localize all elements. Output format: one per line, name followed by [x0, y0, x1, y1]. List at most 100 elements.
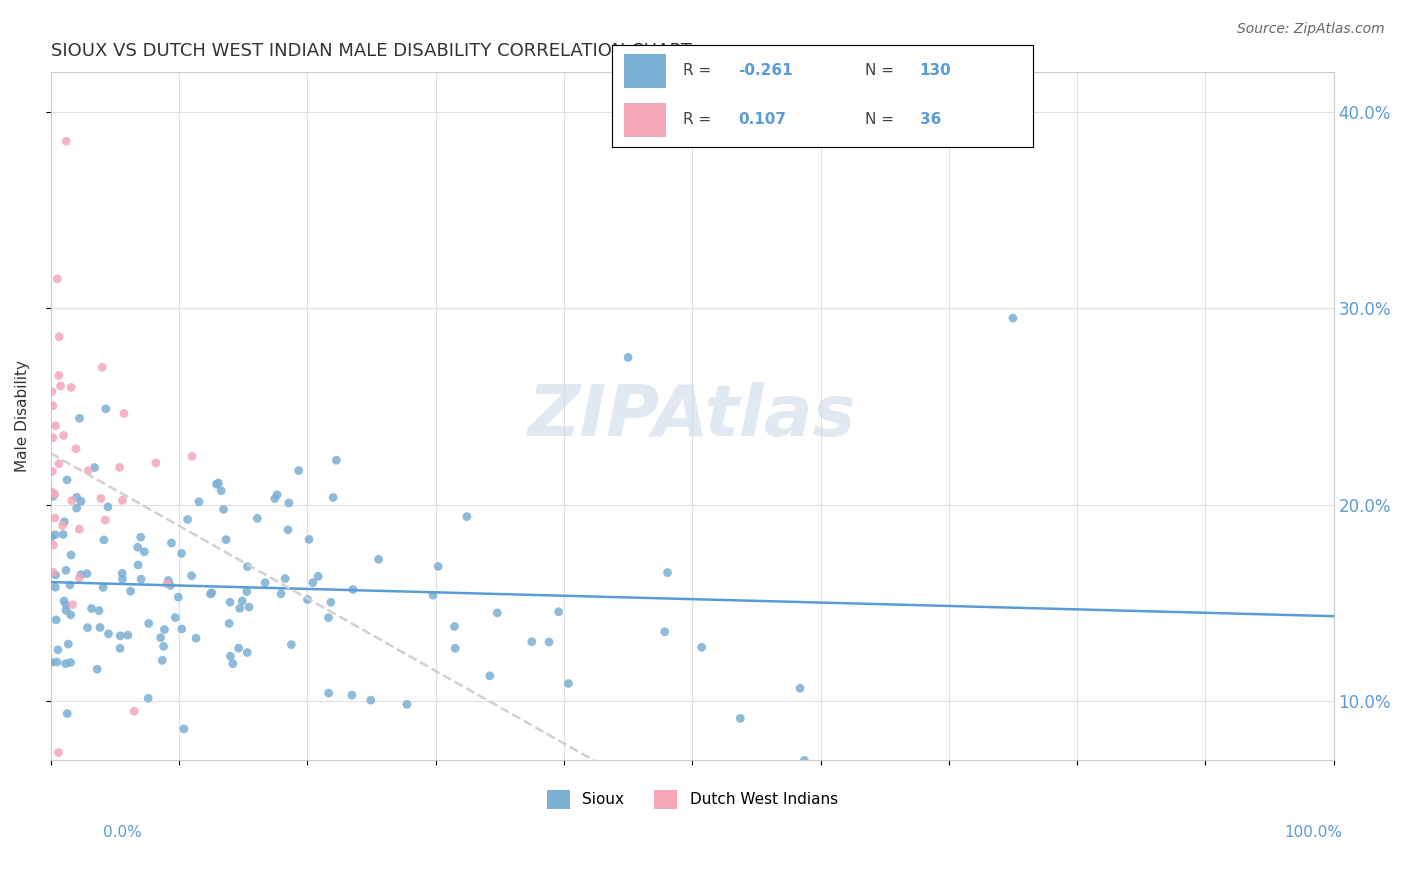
Point — [654, 624, 676, 639]
Point — [55, 598, 77, 612]
Point — [53, 594, 76, 608]
Text: R =: R = — [683, 112, 717, 127]
Point — [212, 502, 235, 516]
Point — [66, 491, 89, 505]
Point — [486, 606, 509, 620]
Point — [120, 584, 142, 599]
Text: 130: 130 — [920, 62, 952, 78]
Point — [444, 641, 467, 656]
Point — [55, 134, 77, 148]
Point — [136, 691, 159, 706]
Point — [537, 635, 560, 649]
Point — [180, 568, 202, 582]
Point — [59, 578, 82, 592]
Point — [270, 587, 292, 601]
Point — [149, 631, 172, 645]
Point — [340, 688, 363, 702]
Point — [205, 477, 228, 491]
Point — [167, 590, 190, 604]
Point — [42, 538, 65, 552]
Point — [46, 642, 69, 657]
Point — [59, 607, 82, 622]
Point — [86, 662, 108, 676]
Text: R =: R = — [683, 62, 717, 78]
Point — [277, 523, 299, 537]
Point — [52, 428, 75, 442]
Point — [41, 655, 63, 669]
Text: -0.261: -0.261 — [738, 62, 793, 78]
Point — [520, 634, 543, 648]
Point — [159, 578, 181, 592]
Point — [165, 610, 187, 624]
Point — [52, 527, 75, 541]
Point — [49, 379, 72, 393]
Point — [108, 460, 131, 475]
Point — [45, 418, 67, 433]
Point — [44, 568, 66, 582]
Point — [222, 657, 245, 671]
Point — [301, 575, 323, 590]
Point — [150, 653, 173, 667]
Point — [70, 567, 93, 582]
Point — [236, 559, 259, 574]
Point — [111, 493, 134, 508]
Point — [127, 558, 149, 572]
Point — [170, 622, 193, 636]
Point — [184, 631, 207, 645]
Point — [319, 595, 342, 609]
Point — [51, 518, 73, 533]
Point — [90, 491, 112, 506]
Point — [97, 627, 120, 641]
Text: SIOUX VS DUTCH WEST INDIAN MALE DISABILITY CORRELATION CHART: SIOUX VS DUTCH WEST INDIAN MALE DISABILI… — [51, 42, 692, 60]
Point — [58, 637, 80, 651]
Point — [45, 655, 67, 669]
Point — [62, 598, 84, 612]
Point — [219, 649, 242, 664]
Point — [478, 669, 501, 683]
Point — [69, 571, 91, 585]
Point — [152, 640, 174, 654]
Text: N =: N = — [865, 62, 898, 78]
Point — [280, 638, 302, 652]
Point — [83, 460, 105, 475]
Point — [70, 494, 93, 508]
Point — [93, 533, 115, 547]
Point — [277, 496, 299, 510]
Point — [617, 351, 640, 365]
Point — [48, 746, 70, 760]
Point — [111, 566, 134, 581]
Point — [87, 604, 110, 618]
Point — [91, 581, 114, 595]
Point — [44, 580, 66, 594]
Point — [41, 530, 63, 544]
Point — [793, 753, 815, 767]
Point — [360, 693, 382, 707]
Point — [91, 360, 114, 375]
Point — [422, 588, 444, 602]
Point — [145, 456, 167, 470]
Point — [42, 431, 65, 445]
Point — [42, 399, 65, 413]
Point — [55, 563, 77, 577]
Point — [44, 487, 66, 501]
Point — [53, 515, 76, 529]
Text: N =: N = — [865, 112, 898, 127]
Point — [176, 512, 198, 526]
Point — [42, 489, 65, 503]
Point — [41, 484, 63, 499]
Point — [44, 511, 66, 525]
Point — [60, 493, 83, 508]
Point — [60, 380, 83, 394]
Point — [342, 582, 364, 597]
Y-axis label: Male Disability: Male Disability — [15, 360, 30, 473]
Point — [367, 552, 389, 566]
Point — [236, 584, 259, 599]
Point — [65, 442, 87, 456]
Point — [60, 548, 83, 562]
Point — [231, 594, 253, 608]
Point — [318, 610, 340, 624]
Point — [322, 491, 344, 505]
Point — [181, 450, 204, 464]
Point — [48, 330, 70, 344]
Point — [219, 595, 242, 609]
